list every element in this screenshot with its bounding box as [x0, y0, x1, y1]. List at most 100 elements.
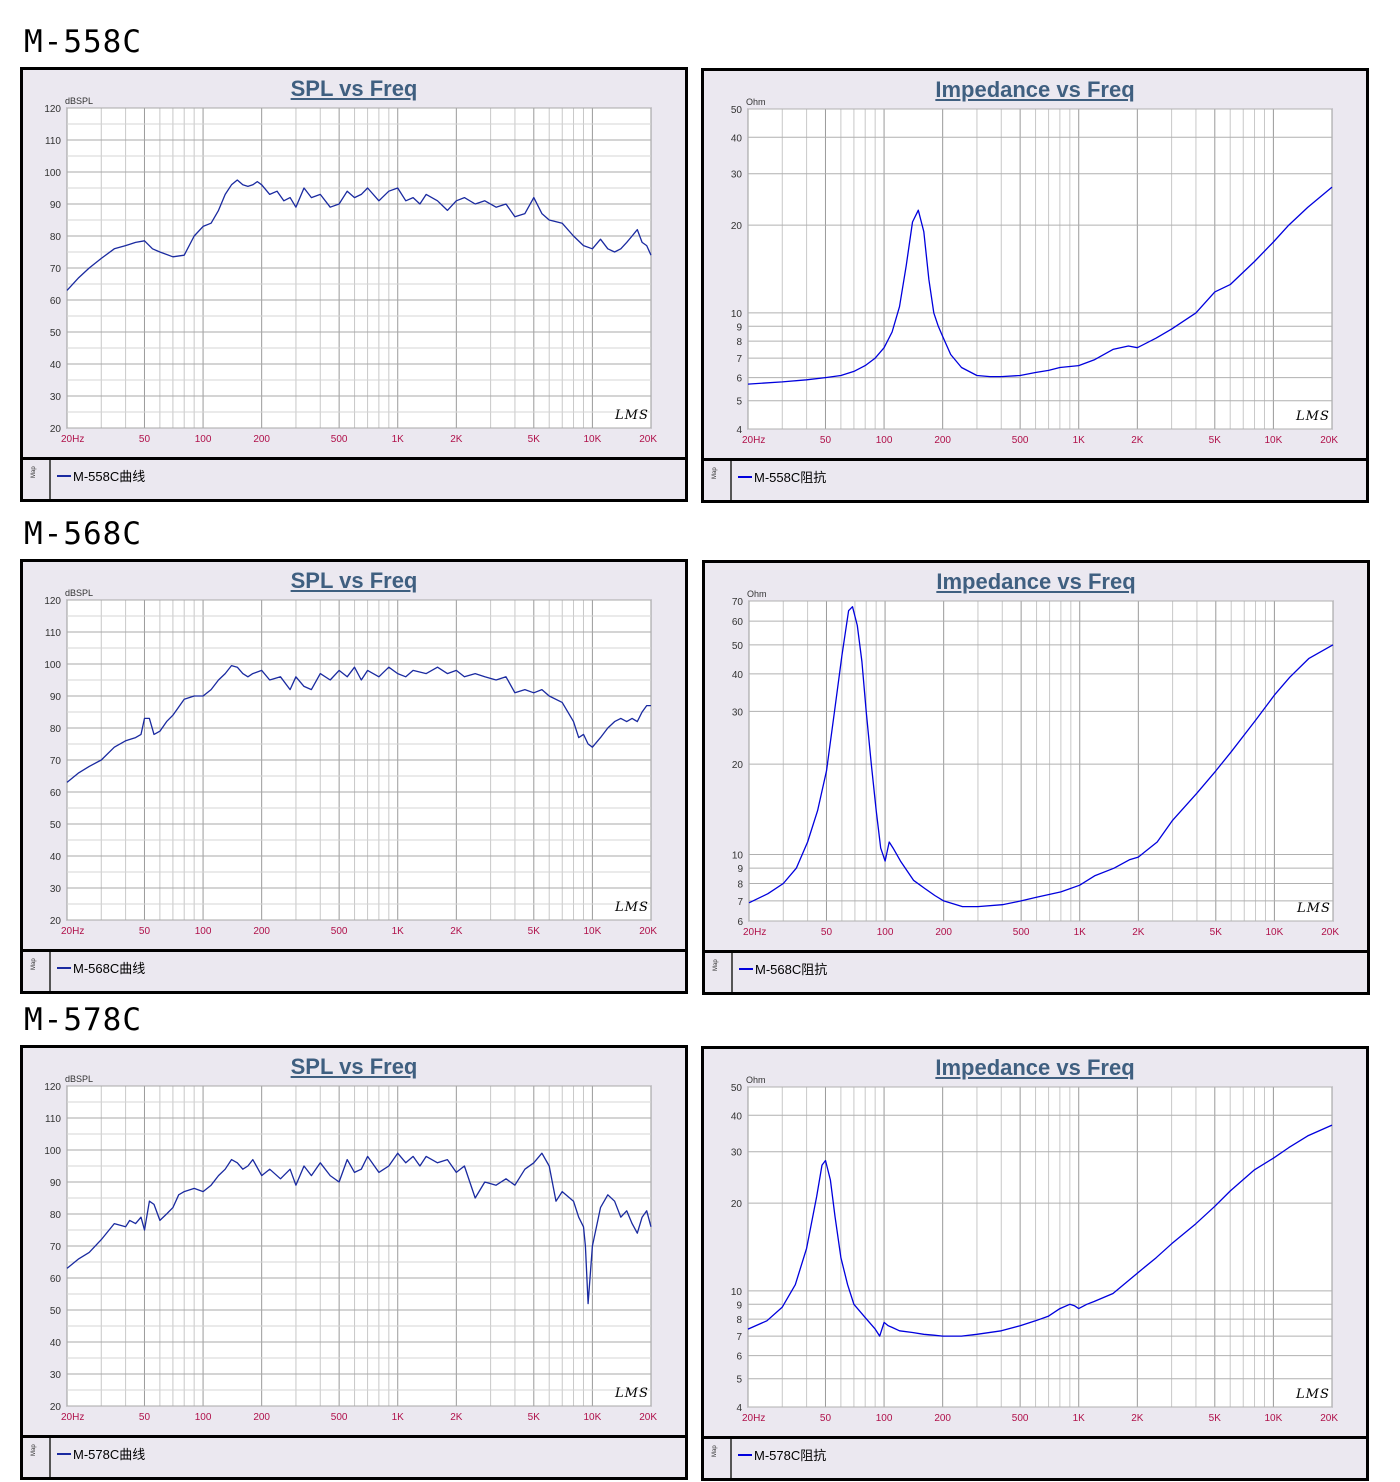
lms-watermark: LMS: [1297, 901, 1331, 916]
plot-area: [747, 108, 1333, 430]
y-tick-label: 30: [731, 1148, 743, 1159]
lms-watermark: LMS: [1296, 1387, 1330, 1402]
legend-side-label: Map: [704, 1439, 732, 1478]
grid: [66, 107, 652, 429]
x-tick-label: 20Hz: [61, 1412, 84, 1423]
legend-entry: M-558C阻抗: [738, 467, 826, 486]
x-tick-label: 50: [820, 435, 832, 446]
y-tick-label: 50: [731, 1083, 743, 1094]
legend-label: M-578C曲线: [73, 1447, 146, 1462]
x-tick-label: 20K: [1320, 435, 1338, 446]
y-tick-label: 100: [44, 660, 61, 671]
x-tick-label: 10K: [584, 1412, 602, 1423]
x-tick-label: 5K: [1210, 927, 1223, 938]
x-tick-label: 200: [934, 435, 951, 446]
chart-title: SPL vs Freq: [290, 76, 418, 101]
x-tick-label: 10K: [584, 926, 602, 937]
legend-entry: M-558C曲线: [57, 466, 145, 485]
legend: Map M-578C阻抗: [704, 1436, 1366, 1478]
lms-watermark: LMS: [615, 900, 649, 915]
grid: [66, 599, 652, 921]
x-tick-label: 200: [934, 1413, 951, 1424]
x-tick-label: 2K: [450, 1412, 463, 1423]
legend-side-label: Map: [23, 460, 51, 499]
y-tick-label: 60: [732, 617, 744, 628]
chart-panel-6: Impedance vs Freq Ohm 4 5 6 7 8 9 10 20 30 40 50 20Hz…: [701, 1046, 1369, 1481]
x-tick-label: 2K: [1132, 927, 1145, 938]
legend-entry: M-578C曲线: [57, 1444, 145, 1463]
y-tick-label: 90: [50, 692, 62, 703]
x-tick-label: 200: [935, 927, 952, 938]
y-tick-label: 70: [50, 756, 62, 767]
y-axis-unit: dBSPL: [65, 588, 94, 598]
y-tick-label: 6: [737, 917, 743, 928]
legend: Map M-568C阻抗: [705, 950, 1367, 992]
y-tick-label: 6: [736, 1352, 742, 1363]
x-tick-label: 100: [876, 1413, 893, 1424]
x-tick-label: 100: [876, 435, 893, 446]
x-tick-label: 20K: [639, 1412, 657, 1423]
y-tick-label: 40: [731, 133, 743, 144]
plot-area: [748, 600, 1334, 922]
y-tick-label: 40: [731, 1111, 743, 1122]
legend-swatch: [739, 967, 753, 970]
x-tick-label: 1K: [392, 1412, 405, 1423]
y-axis-unit: dBSPL: [65, 96, 94, 106]
x-tick-label: 200: [253, 926, 270, 937]
x-tick-label: 2K: [450, 434, 463, 445]
model-title-1: M-558C: [24, 24, 142, 60]
x-tick-label: 10K: [584, 434, 602, 445]
y-tick-label: 7: [736, 1332, 742, 1343]
x-tick-label: 100: [877, 927, 894, 938]
y-axis-unit: Ohm: [747, 589, 767, 599]
y-tick-label: 10: [732, 850, 744, 861]
legend-side-text: Map: [713, 959, 719, 971]
legend-label: M-578C阻抗: [754, 1448, 827, 1463]
legend: Map M-568C曲线: [23, 949, 685, 991]
x-tick-label: 50: [139, 434, 151, 445]
x-tick-label: 5K: [1209, 435, 1222, 446]
legend-swatch: [738, 475, 752, 478]
x-tick-label: 1K: [1074, 927, 1087, 938]
series-line-1: [747, 1124, 1333, 1337]
y-tick-label: 40: [50, 1338, 62, 1349]
y-tick-label: 9: [736, 322, 742, 333]
legend-side-text: Map: [31, 1444, 37, 1456]
x-tick-label: 20K: [639, 434, 657, 445]
plot-area: [747, 1086, 1333, 1408]
legend: Map M-558C曲线: [23, 457, 685, 499]
x-tick-label: 200: [253, 1412, 270, 1423]
y-tick-label: 20: [731, 221, 743, 232]
y-tick-label: 30: [50, 1370, 62, 1381]
x-tick-label: 5K: [528, 1412, 541, 1423]
y-tick-label: 70: [732, 597, 744, 608]
y-tick-label: 60: [50, 296, 62, 307]
y-tick-label: 50: [50, 820, 62, 831]
y-tick-label: 8: [736, 1315, 742, 1326]
y-tick-label: 120: [44, 104, 61, 115]
x-tick-label: 500: [1013, 927, 1030, 938]
legend-side-label: Map: [23, 1438, 51, 1477]
y-tick-label: 7: [736, 354, 742, 365]
chart-title: SPL vs Freq: [290, 1054, 418, 1079]
chart-panel-3: SPL vs Freq dBSPL 20 30 40 50 60 70 80 90 100 110 12…: [20, 559, 688, 994]
legend-entry: M-578C阻抗: [738, 1445, 826, 1464]
x-tick-label: 20Hz: [742, 1413, 765, 1424]
y-tick-label: 50: [731, 105, 743, 116]
y-tick-label: 30: [50, 392, 62, 403]
x-tick-label: 20K: [1321, 927, 1339, 938]
chart-panel-4: Impedance vs Freq Ohm 6 7 8 9 10 20 30 40 50 60 70 20…: [702, 560, 1370, 995]
chart-svg: 4 5 6 7 8 9 10 20 30 40 50 20Hz 50 100 200 500 1K 2K 5K 10K…: [731, 105, 1338, 446]
y-tick-label: 30: [50, 884, 62, 895]
legend-side-text: Map: [31, 466, 37, 478]
y-tick-label: 50: [50, 1306, 62, 1317]
x-tick-label: 500: [1012, 435, 1029, 446]
series-line-1: [747, 186, 1333, 385]
y-tick-label: 60: [50, 788, 62, 799]
legend-swatch: [57, 966, 71, 969]
y-tick-label: 6: [736, 374, 742, 385]
y-tick-label: 8: [737, 880, 743, 891]
y-tick-label: 90: [50, 200, 62, 211]
y-tick-label: 20: [732, 760, 744, 771]
lms-watermark: LMS: [1296, 409, 1330, 424]
